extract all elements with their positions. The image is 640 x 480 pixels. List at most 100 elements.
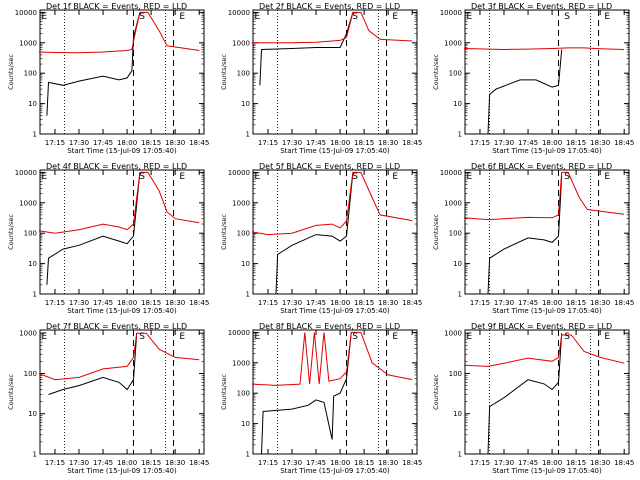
y-axis-label: Counts/sec <box>432 54 440 90</box>
y-tick-label: 10 <box>453 100 462 108</box>
x-tick-label: 18:00 <box>330 459 350 467</box>
chart-panel-9: Det 9f BLACK = Events, RED = LLD 1 10 100 10… <box>432 322 634 475</box>
x-axis-label: Start Time (15-Jul-09 17:05:40) <box>492 307 602 315</box>
x-tick-label: 17:15 <box>45 139 65 147</box>
marker-label: E <box>42 332 48 342</box>
y-tick-label: 1000 <box>19 199 37 207</box>
y-tick-label: 10000 <box>228 169 250 177</box>
series-line-events <box>487 175 563 295</box>
marker-label: E <box>392 12 398 22</box>
x-tick-label: 18:30 <box>590 299 610 307</box>
series-line-events <box>487 333 563 455</box>
marker-label: E <box>467 12 473 22</box>
x-tick-label: 18:45 <box>614 459 634 467</box>
x-tick-label: 18:30 <box>590 459 610 467</box>
plot-frame <box>464 329 630 455</box>
series-line-lld <box>38 11 200 54</box>
y-tick-label: 10000 <box>15 9 37 17</box>
chart-title: Det 7f BLACK = Events, RED = LLD <box>46 322 187 331</box>
series-line-events <box>487 49 563 135</box>
marker-label: S <box>139 12 145 22</box>
series-line-lld <box>38 171 200 234</box>
y-tick-label: 100 <box>449 230 462 238</box>
chart-panel-6: Det 6f BLACK = Events, RED = LLD 1 10 100 10… <box>432 162 634 315</box>
plot-frame <box>252 9 418 135</box>
x-tick-label: 18:00 <box>542 299 562 307</box>
plot-frame <box>464 9 630 135</box>
x-tick-label: 18:00 <box>542 139 562 147</box>
x-tick-label: 17:30 <box>282 139 302 147</box>
x-tick-label: 18:45 <box>189 139 209 147</box>
marker-label: E <box>604 12 610 22</box>
y-tick-label: 1 <box>458 451 462 459</box>
x-tick-label: 18:30 <box>590 139 610 147</box>
chart-title: Det 8f BLACK = Events, RED = LLD <box>259 322 400 331</box>
marker-label: E <box>42 12 48 22</box>
y-tick-label: 100 <box>24 70 37 78</box>
y-tick-label: 10 <box>241 260 250 268</box>
x-axis-label: Start Time (15-Jul-09 17:05:40) <box>280 307 390 315</box>
y-tick-label: 10000 <box>228 329 250 337</box>
x-tick-label: 17:30 <box>494 459 514 467</box>
y-tick-label: 10 <box>241 100 250 108</box>
x-tick-label: 17:45 <box>518 139 538 147</box>
x-tick-label: 18:45 <box>614 299 634 307</box>
marker-label: E <box>42 172 48 182</box>
series-line-lld <box>463 334 625 367</box>
x-tick-label: 17:15 <box>470 139 490 147</box>
y-tick-label: 1 <box>33 291 37 299</box>
x-tick-label: 18:45 <box>189 299 209 307</box>
x-tick-label: 17:30 <box>69 459 89 467</box>
y-tick-label: 1000 <box>19 39 37 47</box>
plot-frame <box>39 9 205 135</box>
y-tick-label: 10 <box>241 420 250 428</box>
series-line-events <box>46 12 141 116</box>
x-tick-label: 18:00 <box>117 459 137 467</box>
marker-label: S <box>564 172 570 182</box>
x-tick-label: 17:30 <box>282 459 302 467</box>
x-tick-label: 17:15 <box>470 459 490 467</box>
marker-label: S <box>352 172 358 182</box>
marker-label: E <box>604 172 610 182</box>
x-tick-label: 17:30 <box>69 139 89 147</box>
series-line-events <box>259 12 354 86</box>
marker-label: E <box>255 332 261 342</box>
y-tick-label: 1000 <box>444 330 462 338</box>
x-tick-label: 18:00 <box>542 459 562 467</box>
x-tick-label: 18:15 <box>354 459 374 467</box>
chart-panel-2: Det 2f BLACK = Events, RED = LLD 1 10 100 10… <box>220 2 422 155</box>
x-tick-label: 17:15 <box>258 139 278 147</box>
marker-label: E <box>604 332 610 342</box>
chart-title: Det 9f BLACK = Events, RED = LLD <box>471 322 612 331</box>
x-tick-label: 17:45 <box>306 139 326 147</box>
x-tick-label: 17:45 <box>518 459 538 467</box>
x-tick-label: 17:30 <box>282 299 302 307</box>
x-axis-label: Start Time (15-Jul-09 17:05:40) <box>280 467 390 475</box>
series-line-lld <box>463 171 625 221</box>
marker-label: E <box>255 12 261 22</box>
x-tick-label: 18:30 <box>378 459 398 467</box>
x-tick-label: 18:15 <box>354 139 374 147</box>
chart-panel-4: Det 4f BLACK = Events, RED = LLD 1 10 100 10… <box>7 162 209 315</box>
y-tick-label: 10 <box>28 100 37 108</box>
y-tick-label: 1 <box>246 451 250 459</box>
y-tick-label: 10000 <box>228 9 250 17</box>
chart-panel-7: Det 7f BLACK = Events, RED = LLD 1 10 100 10… <box>7 322 209 475</box>
y-tick-label: 1000 <box>232 39 250 47</box>
chart-title: Det 2f BLACK = Events, RED = LLD <box>259 2 400 11</box>
series-line-events <box>46 172 141 285</box>
y-tick-label: 1000 <box>444 199 462 207</box>
x-tick-label: 18:45 <box>402 139 422 147</box>
x-tick-label: 18:45 <box>402 459 422 467</box>
series-line-lld <box>463 47 625 51</box>
marker-label: S <box>139 172 145 182</box>
series-line-lld <box>251 331 413 386</box>
x-tick-label: 17:45 <box>306 459 326 467</box>
marker-label: E <box>179 172 185 182</box>
x-tick-label: 18:15 <box>566 299 586 307</box>
y-tick-label: 100 <box>237 230 250 238</box>
x-tick-label: 18:45 <box>402 299 422 307</box>
marker-label: E <box>179 12 185 22</box>
x-axis-label: Start Time (15-Jul-09 17:05:40) <box>492 147 602 155</box>
x-tick-label: 18:15 <box>566 459 586 467</box>
